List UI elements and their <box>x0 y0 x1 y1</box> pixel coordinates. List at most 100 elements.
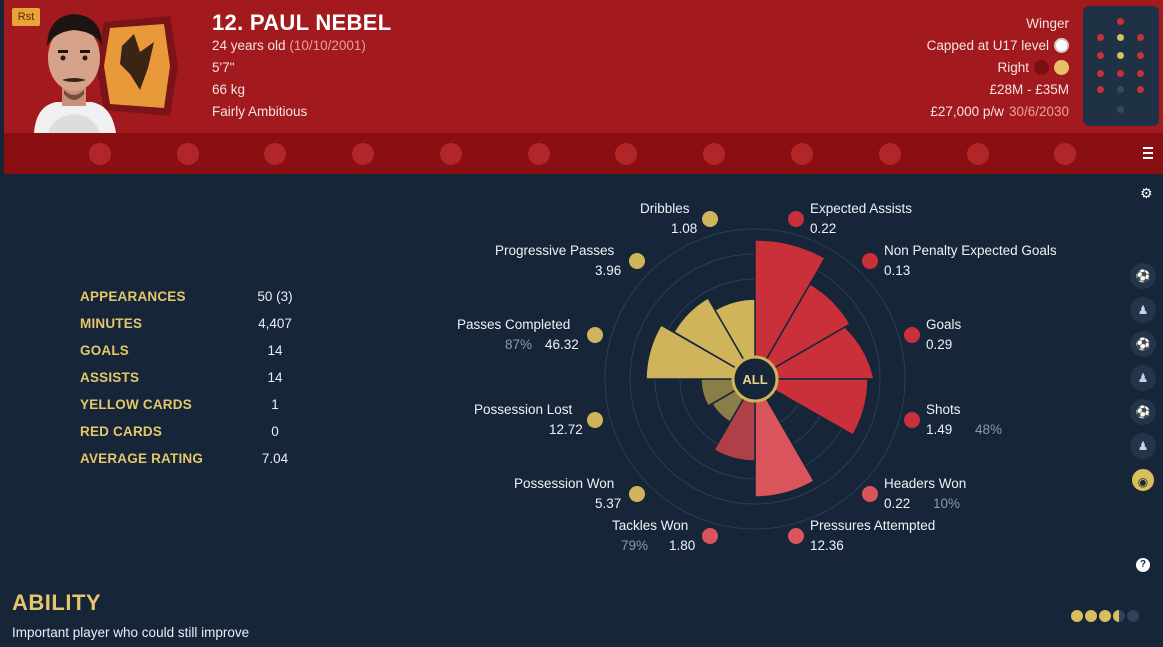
radar-percentile: 87% <box>505 337 533 352</box>
boot-icon[interactable] <box>791 143 813 165</box>
target-icon[interactable] <box>967 143 989 165</box>
international-caps: Capped at U17 level <box>927 38 1069 53</box>
player-photo <box>34 14 116 133</box>
radar-dot[interactable] <box>904 412 920 428</box>
radar-value: 1.80 <box>669 538 696 553</box>
stat-value: 14 <box>267 370 283 385</box>
book-icon[interactable] <box>177 143 199 165</box>
radar-dot[interactable] <box>629 253 645 269</box>
running-icon[interactable] <box>264 143 286 165</box>
radar-dot[interactable] <box>587 412 603 428</box>
club-crest-icon <box>96 16 178 116</box>
player-name: 12. PAUL NEBEL <box>212 10 392 35</box>
pos-dot <box>1117 106 1124 113</box>
player-height: 5'7" <box>212 60 235 75</box>
radar-label: Possession Lost <box>474 402 573 417</box>
ability-title: ABILITY <box>12 590 102 615</box>
pos-dot <box>1097 70 1104 77</box>
radar-label: Progressive Passes <box>495 243 615 258</box>
caps-text: Capped at U17 level <box>926 38 1049 53</box>
left-foot-icon <box>1034 60 1049 75</box>
radar-value: 5.37 <box>595 496 622 511</box>
hammer-sickle-icon[interactable] <box>352 143 374 165</box>
player-personality: Fairly Ambitious <box>212 104 308 119</box>
running-player-icon[interactable]: ⚽ <box>1130 399 1156 425</box>
stat-value: 14 <box>267 343 283 358</box>
world-icon[interactable] <box>615 143 637 165</box>
position-pitch[interactable] <box>1083 6 1159 126</box>
date-of-birth: (10/10/2001) <box>289 38 366 53</box>
stat-value: 1 <box>271 397 279 412</box>
player-weight: 66 kg <box>212 82 246 97</box>
gear-icon[interactable]: ⚙ <box>1140 185 1153 201</box>
radar-chart: ALL <box>604 228 906 530</box>
wage-contract: £27,000 p/w 30/6/2030 <box>930 104 1069 119</box>
standing-player-icon[interactable]: ♟ <box>1130 297 1156 323</box>
radar-label: Possession Won <box>514 476 615 491</box>
radar-center-label[interactable]: ALL <box>742 372 767 387</box>
pos-dot <box>1137 34 1144 41</box>
pos-dot <box>1097 86 1104 93</box>
icon-tab-bar <box>4 133 1163 174</box>
stat-value: 50 (3) <box>257 289 293 304</box>
radar-label: Expected Assists <box>810 201 913 216</box>
sliding-player-icon[interactable]: ⚽ <box>1130 331 1156 357</box>
radar-dot[interactable] <box>788 211 804 227</box>
empty-star-icon <box>1127 610 1139 622</box>
radar-label: Passes Completed <box>457 317 571 332</box>
pos-dot <box>1117 18 1124 25</box>
age-text: 24 years old <box>212 38 286 53</box>
radar-percentile: 79% <box>621 538 649 553</box>
star-icon <box>1085 610 1097 622</box>
radar-percentile: 48% <box>975 422 1003 437</box>
passing-player-icon[interactable]: ♟ <box>1130 365 1156 391</box>
help-icon[interactable]: ? <box>1136 558 1150 572</box>
radar-label: Headers Won <box>884 476 967 491</box>
pos-dot <box>1117 34 1124 41</box>
player-header: Rst 12. PAUL NEBEL 24 years old (10/10/2… <box>4 0 1163 133</box>
pos-dot <box>1097 52 1104 59</box>
radar-label: Non Penalty Expected Goals <box>884 243 1057 258</box>
fox-icon[interactable] <box>1054 143 1076 165</box>
radar-dot[interactable] <box>629 486 645 502</box>
sun-icon[interactable] <box>703 143 725 165</box>
wedge-passes-completed <box>645 323 758 380</box>
radar-value: 0.13 <box>884 263 911 278</box>
wedge-expected-assists <box>754 239 827 382</box>
menu-icon[interactable] <box>1143 147 1153 159</box>
radar-dot[interactable] <box>587 327 603 343</box>
national-flag-icon[interactable] <box>1054 38 1069 53</box>
status-badge: Rst <box>12 8 40 26</box>
radar-dot[interactable] <box>862 486 878 502</box>
radar-value: 12.36 <box>810 538 844 553</box>
radar-label: Tackles Won <box>612 518 689 533</box>
anchor-icon[interactable] <box>89 143 111 165</box>
stat-label: AVERAGE RATING <box>80 451 204 466</box>
radar-value: 1.49 <box>926 422 953 437</box>
stat-label: RED CARDS <box>80 424 163 439</box>
radar-dot[interactable] <box>702 528 718 544</box>
radar-dot[interactable] <box>904 327 920 343</box>
half-star-icon <box>1113 610 1125 622</box>
radar-label: Shots <box>926 402 961 417</box>
preferred-foot: Right <box>997 60 1069 75</box>
syringe-icon[interactable] <box>528 143 550 165</box>
radar-percentile: 10% <box>933 496 961 511</box>
kicking-player-icon[interactable]: ♟ <box>1130 433 1156 459</box>
radar-dot[interactable] <box>788 528 804 544</box>
pos-dot <box>1137 86 1144 93</box>
lips-icon[interactable] <box>440 143 462 165</box>
radar-dot[interactable] <box>862 253 878 269</box>
wage-text: £27,000 p/w <box>930 104 1004 119</box>
ability-description: Important player who could still improve <box>12 625 250 640</box>
all-roles-icon[interactable]: ◉ <box>1130 467 1156 493</box>
pos-dot <box>1097 34 1104 41</box>
radar-dot[interactable] <box>702 211 718 227</box>
stat-label: APPEARANCES <box>80 289 186 304</box>
contract-end: 30/6/2030 <box>1008 104 1069 119</box>
wave-icon[interactable] <box>879 143 901 165</box>
pos-dot <box>1137 70 1144 77</box>
radar-value: 0.29 <box>926 337 953 352</box>
dribbling-player-icon[interactable]: ⚽ <box>1130 263 1156 289</box>
pos-dot <box>1117 86 1124 93</box>
